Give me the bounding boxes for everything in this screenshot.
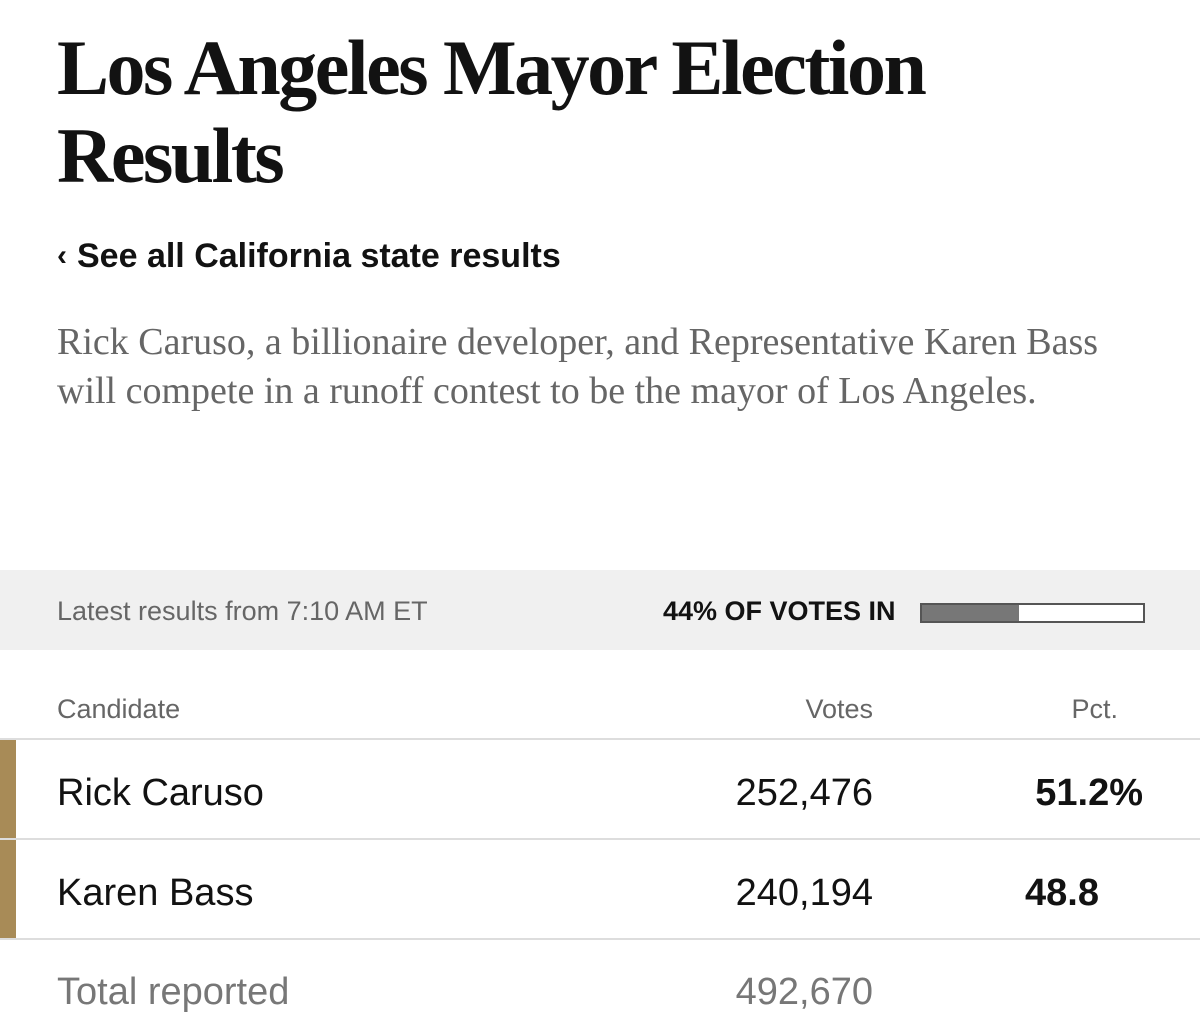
table-header: Candidate Votes Pct. [0,650,1200,740]
candidate-color-marker [0,840,16,938]
votes-in-label: 44% of votes in [663,596,896,626]
votes-in-progress-bar [920,603,1145,623]
column-header-votes: Votes [805,694,873,724]
candidate-votes: 240,194 [735,872,873,914]
table-row: Rick Caruso 252,476 51.2% [0,740,1200,840]
back-link-label: See all California state results [77,237,561,275]
results-table: Candidate Votes Pct. Rick Caruso 252,476… [0,650,1200,1036]
candidate-name: Karen Bass [57,872,254,914]
total-label: Total reported [57,971,290,1013]
total-votes: 492,670 [735,971,873,1013]
results-status-bar: Latest results from 7:10 AM ET 44% of vo… [0,570,1200,650]
last-updated-text: Latest results from 7:10 AM ET [57,596,428,626]
table-row: Karen Bass 240,194 48.8 [0,840,1200,940]
page-title: Los Angeles Mayor Election Results [57,24,927,199]
race-summary: Rick Caruso, a billionaire developer, an… [57,321,1099,412]
candidate-name: Rick Caruso [57,772,264,814]
column-header-pct: Pct. [1071,694,1118,724]
candidate-color-marker [0,740,16,838]
chevron-left-icon: ‹ [57,239,67,272]
candidate-pct: 51.2% [1035,772,1143,814]
column-header-candidate: Candidate [57,694,181,724]
total-row: Total reported 492,670 [0,940,1200,1036]
votes-in-progress-fill [922,605,1020,621]
candidate-pct: 48.8 [1025,872,1099,914]
see-all-state-results-link[interactable]: ‹ See all California state results [57,236,561,278]
candidate-votes: 252,476 [735,772,873,814]
